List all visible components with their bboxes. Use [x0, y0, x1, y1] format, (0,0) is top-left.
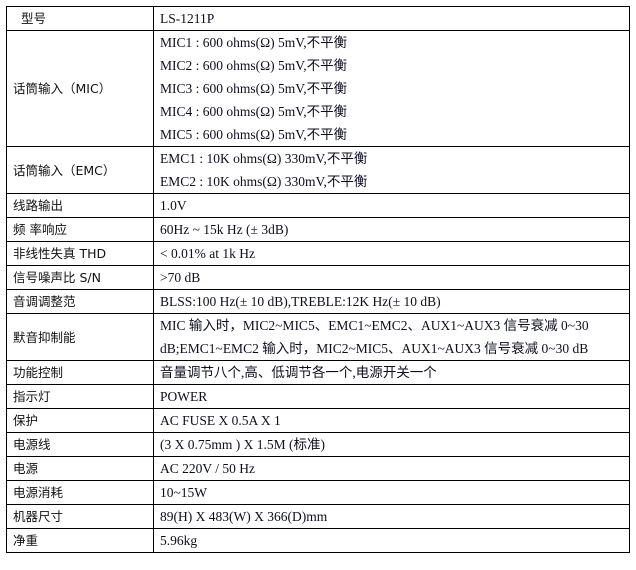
- spec-value-line: POWER: [160, 389, 208, 404]
- spec-row: 默音抑制能 MIC 输入时，MIC2~MIC5、EMC1~EMC2、AUX1~AU…: [6, 313, 630, 361]
- spec-row: 音调调整范 BLSS:100 Hz(± 10 dB),TREBLE:12K Hz(…: [6, 289, 630, 314]
- spec-label: 电源: [6, 456, 154, 481]
- spec-value: 5.96kg: [153, 528, 630, 553]
- spec-value-line: LS-1211P: [160, 11, 215, 26]
- spec-value-line: 89(H) X 483(W) X 366(D)mm: [160, 509, 328, 524]
- spec-label: 信号噪声比 S/N: [6, 265, 154, 290]
- spec-label: 电源线: [6, 432, 154, 457]
- spec-value-line: EMC1 : 10K ohms(Ω) 330mV,不平衡: [160, 151, 368, 166]
- spec-row: 信号噪声比 S/N >70 dB: [6, 265, 630, 290]
- spec-value-line: MIC4 : 600 ohms(Ω) 5mV,不平衡: [160, 104, 348, 119]
- spec-value-line: (3 X 0.75mm ) X 1.5M (标准): [160, 437, 325, 452]
- spec-row: 保护 AC FUSE X 0.5A X 1: [6, 408, 630, 433]
- spec-value: 60Hz ~ 15k Hz (± 3dB): [153, 217, 630, 242]
- spec-row: 指示灯 POWER: [6, 384, 630, 409]
- spec-value-line: AC 220V / 50 Hz: [160, 461, 256, 476]
- spec-label: 指示灯: [6, 384, 154, 409]
- spec-value-line: >70 dB: [160, 270, 201, 285]
- spec-row: 频 率响应 60Hz ~ 15k Hz (± 3dB): [6, 217, 630, 242]
- spec-row: 线路输出 1.0V: [6, 193, 630, 218]
- spec-label: 净重: [6, 528, 154, 553]
- spec-row: 机器尺寸 89(H) X 483(W) X 366(D)mm: [6, 504, 630, 529]
- spec-value-line: 60Hz ~ 15k Hz (± 3dB): [160, 222, 289, 237]
- spec-value-line: MIC1 : 600 ohms(Ω) 5mV,不平衡: [160, 35, 348, 50]
- spec-value: 10~15W: [153, 480, 630, 505]
- spec-value-line: MIC5 : 600 ohms(Ω) 5mV,不平衡: [160, 127, 348, 142]
- spec-label: 默音抑制能: [6, 313, 154, 361]
- spec-value-line: BLSS:100 Hz(± 10 dB),TREBLE:12K Hz(± 10 …: [160, 294, 441, 309]
- spec-row: 话筒输入（MIC） MIC1 : 600 ohms(Ω) 5mV,不平衡 MIC2 …: [6, 30, 630, 147]
- spec-value: BLSS:100 Hz(± 10 dB),TREBLE:12K Hz(± 10 …: [153, 289, 630, 314]
- spec-value-line: MIC3 : 600 ohms(Ω) 5mV,不平衡: [160, 81, 348, 96]
- spec-label: 频 率响应: [6, 217, 154, 242]
- spec-label: 机器尺寸: [6, 504, 154, 529]
- spec-label: 话筒输入（EMC）: [6, 146, 154, 194]
- spec-value-line: 5.96kg: [160, 533, 198, 548]
- spec-value-line: < 0.01% at 1k Hz: [160, 246, 255, 261]
- spec-value-line: AC FUSE X 0.5A X 1: [160, 413, 281, 428]
- spec-value: MIC1 : 600 ohms(Ω) 5mV,不平衡 MIC2 : 600 ohm…: [153, 30, 630, 147]
- spec-row: 净重 5.96kg: [6, 528, 630, 553]
- spec-value: AC 220V / 50 Hz: [153, 456, 630, 481]
- spec-value: LS-1211P: [153, 6, 630, 31]
- spec-row: 非线性失真 THD < 0.01% at 1k Hz: [6, 241, 630, 266]
- spec-value-line: 音量调节八个,高、低调节各一个,电源开关一个: [160, 365, 437, 380]
- spec-value-line: EMC2 : 10K ohms(Ω) 330mV,不平衡: [160, 174, 368, 189]
- spec-value-line: MIC2 : 600 ohms(Ω) 5mV,不平衡: [160, 58, 348, 73]
- spec-value: POWER: [153, 384, 630, 409]
- spec-label: 非线性失真 THD: [6, 241, 154, 266]
- spec-label: 线路输出: [6, 193, 154, 218]
- spec-value: EMC1 : 10K ohms(Ω) 330mV,不平衡 EMC2 : 10K o…: [153, 146, 630, 194]
- spec-value: AC FUSE X 0.5A X 1: [153, 408, 630, 433]
- spec-row: 电源 AC 220V / 50 Hz: [6, 456, 630, 481]
- spec-value: 音量调节八个,高、低调节各一个,电源开关一个: [153, 360, 630, 385]
- spec-label: 话筒输入（MIC）: [6, 30, 154, 147]
- spec-value-line: MIC 输入时，MIC2~MIC5、EMC1~EMC2、AUX1~AUX3 信号…: [160, 318, 589, 356]
- spec-label: 型号: [6, 6, 154, 31]
- spec-label: 功能控制: [6, 360, 154, 385]
- spec-value: >70 dB: [153, 265, 630, 290]
- spec-label: 保护: [6, 408, 154, 433]
- spec-value-line: 1.0V: [160, 198, 187, 213]
- spec-row: 电源线 (3 X 0.75mm ) X 1.5M (标准): [6, 432, 630, 457]
- spec-value: 89(H) X 483(W) X 366(D)mm: [153, 504, 630, 529]
- spec-row: 话筒输入（EMC） EMC1 : 10K ohms(Ω) 330mV,不平衡 EMC…: [6, 146, 630, 194]
- spec-row: 功能控制 音量调节八个,高、低调节各一个,电源开关一个: [6, 360, 630, 385]
- spec-row: 型号 LS-1211P: [6, 6, 630, 31]
- spec-value: 1.0V: [153, 193, 630, 218]
- spec-table: 型号 LS-1211P 话筒输入（MIC） MIC1 : 600 ohms(Ω) 5m…: [6, 6, 630, 553]
- spec-value: MIC 输入时，MIC2~MIC5、EMC1~EMC2、AUX1~AUX3 信号…: [153, 313, 630, 361]
- spec-row: 电源消耗 10~15W: [6, 480, 630, 505]
- spec-value: < 0.01% at 1k Hz: [153, 241, 630, 266]
- spec-label: 电源消耗: [6, 480, 154, 505]
- spec-label: 音调调整范: [6, 289, 154, 314]
- spec-value-line: 10~15W: [160, 485, 208, 500]
- spec-value: (3 X 0.75mm ) X 1.5M (标准): [153, 432, 630, 457]
